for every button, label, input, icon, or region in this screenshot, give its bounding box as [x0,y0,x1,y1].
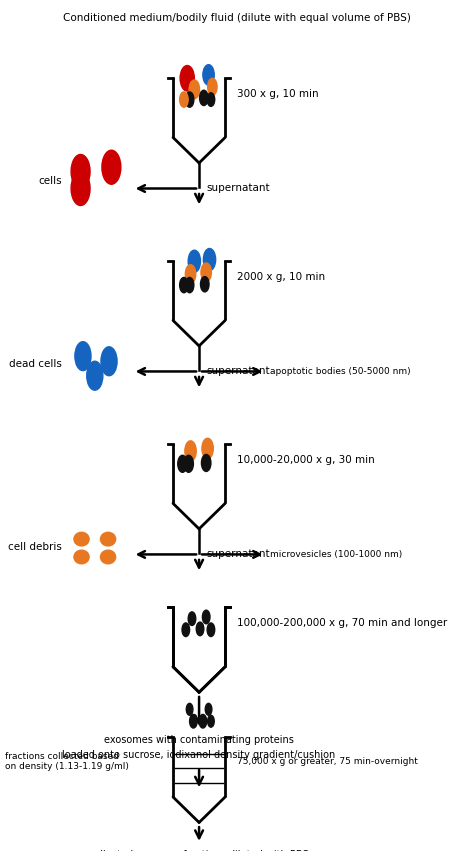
Text: 2000 x g, 10 min: 2000 x g, 10 min [237,271,325,282]
Text: microvesicles (100-1000 nm): microvesicles (100-1000 nm) [270,550,402,559]
Text: supernatant: supernatant [206,367,270,376]
Circle shape [178,455,187,472]
Text: fractions collected based
on density (1.13-1.19 g/ml): fractions collected based on density (1.… [5,752,128,771]
Circle shape [102,150,121,185]
Circle shape [87,361,103,390]
Circle shape [180,92,188,107]
Text: 75,000 x g or greater, 75 min-overnight: 75,000 x g or greater, 75 min-overnight [237,757,418,766]
Circle shape [188,612,196,625]
Text: supernatant: supernatant [206,184,270,193]
Circle shape [202,610,210,624]
Circle shape [71,172,90,205]
Circle shape [201,454,211,471]
Circle shape [188,250,201,272]
Circle shape [205,703,212,715]
Circle shape [201,277,209,292]
Circle shape [71,155,90,189]
Circle shape [180,277,188,293]
Circle shape [185,277,194,293]
Ellipse shape [100,551,116,564]
Text: apoptotic bodies (50-5000 nm): apoptotic bodies (50-5000 nm) [270,367,411,376]
Text: cell debris: cell debris [8,542,62,551]
Circle shape [196,622,204,636]
Text: 100,000-200,000 x g, 70 min and longer: 100,000-200,000 x g, 70 min and longer [237,618,447,628]
Text: dead cells: dead cells [9,359,62,368]
Text: 300 x g, 10 min: 300 x g, 10 min [237,89,319,99]
Circle shape [208,715,214,727]
Text: cells: cells [38,176,62,186]
Circle shape [182,623,190,637]
Circle shape [185,441,196,461]
Circle shape [185,265,196,283]
Text: Conditioned medium/bodily fluid (dilute with equal volume of PBS): Conditioned medium/bodily fluid (dilute … [63,13,411,23]
Text: loaded onto sucrose, iodixanol density gradient/cushion: loaded onto sucrose, iodixanol density g… [63,751,336,760]
Text: supernatant: supernatant [206,550,270,559]
Text: collected exosome fractions diluted with PBS: collected exosome fractions diluted with… [89,849,309,851]
Circle shape [202,438,213,459]
Circle shape [203,65,214,85]
Circle shape [190,714,197,728]
Circle shape [75,341,91,371]
Ellipse shape [74,533,89,546]
Circle shape [207,93,215,106]
Circle shape [180,66,194,91]
Circle shape [199,714,207,728]
Circle shape [185,92,194,107]
Circle shape [207,623,215,637]
Circle shape [208,78,217,95]
Circle shape [101,347,117,376]
Circle shape [203,248,216,271]
Ellipse shape [100,533,116,546]
Circle shape [184,455,193,472]
Circle shape [189,80,200,99]
Circle shape [186,703,193,715]
Ellipse shape [74,551,89,564]
Text: exosomes with contaminating proteins: exosomes with contaminating proteins [104,734,294,745]
Circle shape [201,263,211,282]
Circle shape [200,90,208,106]
Text: 10,000-20,000 x g, 30 min: 10,000-20,000 x g, 30 min [237,454,375,465]
